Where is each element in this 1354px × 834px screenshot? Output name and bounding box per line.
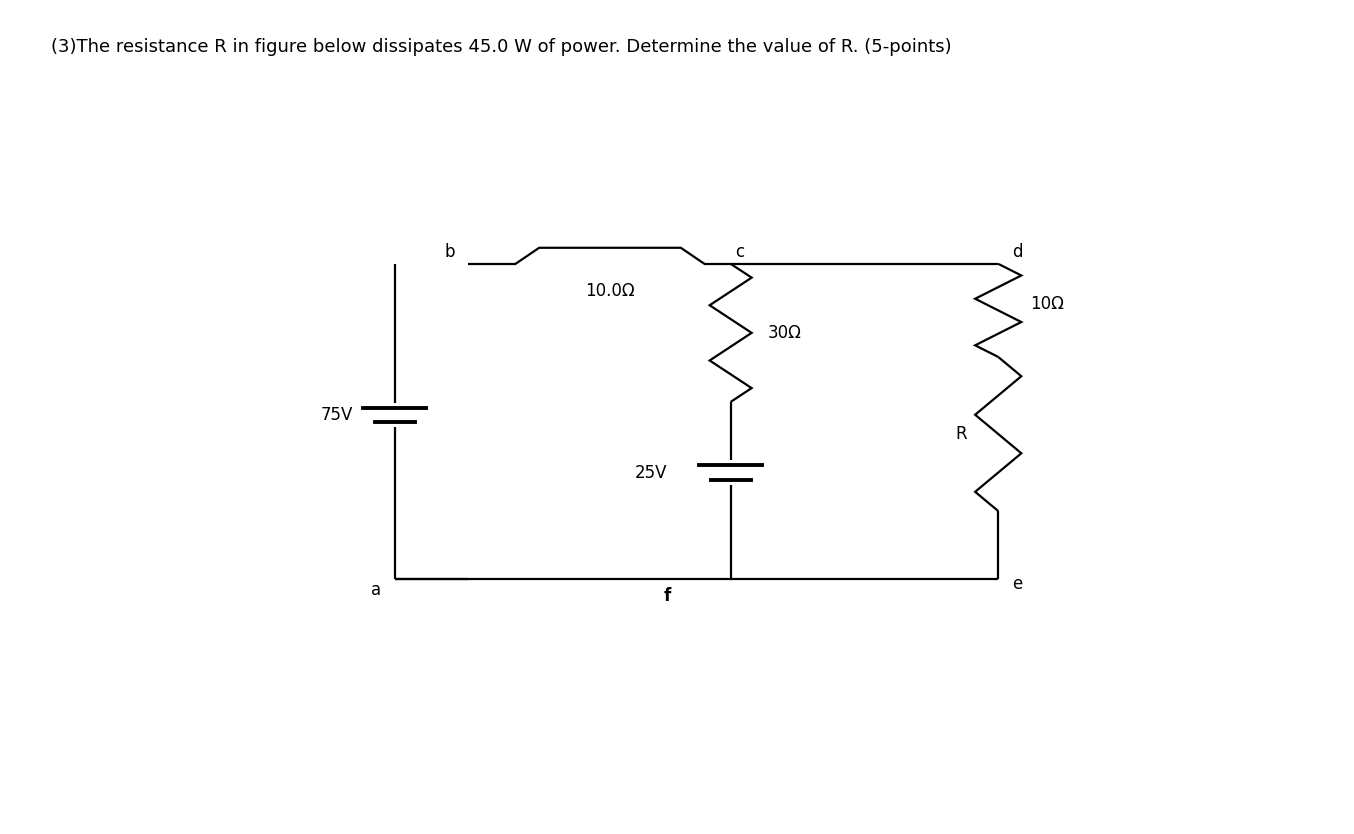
Text: c: c: [735, 244, 745, 261]
Text: (3)The resistance R in figure below dissipates 45.0 W of power. Determine the va: (3)The resistance R in figure below diss…: [51, 38, 952, 56]
Text: 10.0Ω: 10.0Ω: [585, 282, 635, 299]
Text: a: a: [371, 581, 380, 599]
Text: d: d: [1011, 244, 1022, 261]
Text: 30Ω: 30Ω: [768, 324, 802, 342]
Text: f: f: [663, 587, 672, 605]
Text: 10Ω: 10Ω: [1030, 295, 1064, 313]
Text: b: b: [444, 244, 455, 261]
Text: 25V: 25V: [635, 464, 668, 481]
Text: 75V: 75V: [321, 406, 353, 424]
Text: e: e: [1011, 575, 1022, 593]
Text: R: R: [955, 425, 967, 443]
